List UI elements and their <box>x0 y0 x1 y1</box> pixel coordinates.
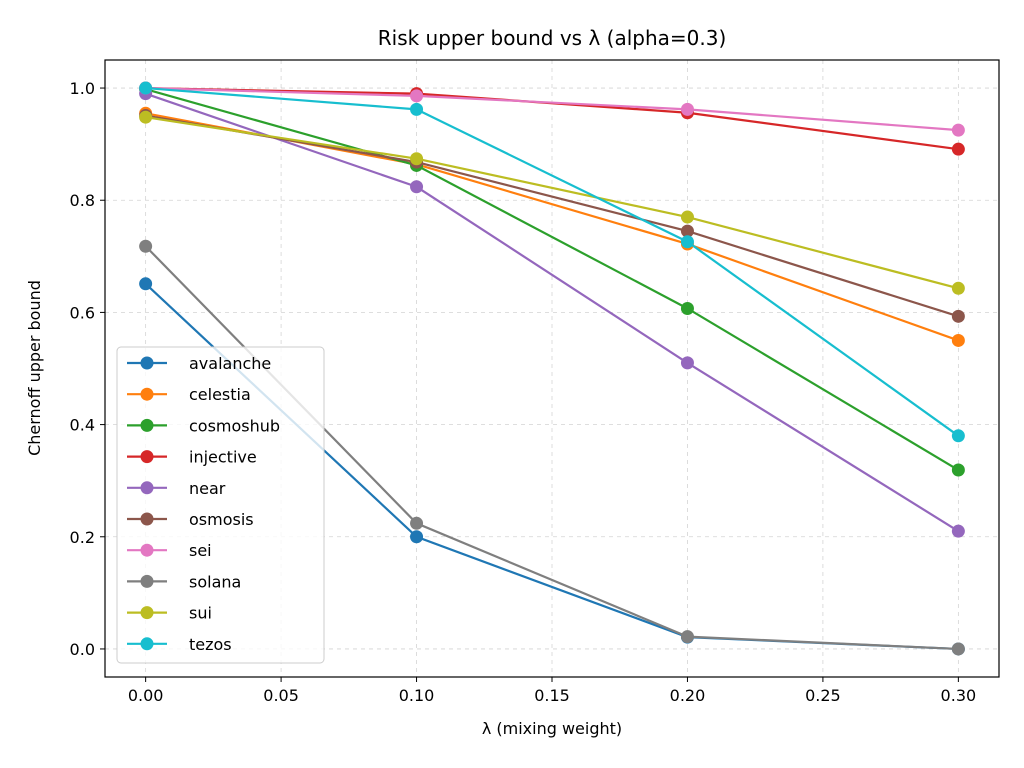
y-tick-label: 0.2 <box>70 528 95 547</box>
data-point <box>680 224 694 238</box>
data-point <box>680 210 694 224</box>
legend-label: tezos <box>189 635 232 654</box>
data-point <box>680 630 694 644</box>
data-point <box>139 110 153 124</box>
legend-marker <box>140 543 154 557</box>
data-point <box>951 309 965 323</box>
data-point <box>951 142 965 156</box>
data-point <box>680 235 694 249</box>
x-tick-label: 0.25 <box>805 686 841 705</box>
legend-item-injective: injective <box>127 448 257 467</box>
chart-title: Risk upper bound vs λ (alpha=0.3) <box>378 26 727 50</box>
legend-marker <box>140 637 154 651</box>
legend-label: solana <box>189 572 241 591</box>
y-axis-label: Chernoff upper bound <box>25 280 44 456</box>
legend-label: injective <box>189 448 257 467</box>
series-line <box>145 86 959 132</box>
legend-label: sui <box>189 604 212 623</box>
series-line <box>145 86 960 437</box>
legend-label: osmosis <box>189 510 254 529</box>
series-line <box>145 112 959 342</box>
legend-marker <box>140 356 154 370</box>
legend-item-celestia: celestia <box>127 385 251 404</box>
legend-item-tezos: tezos <box>127 635 232 654</box>
data-point <box>951 642 965 656</box>
y-tick-label: 0.8 <box>70 191 95 210</box>
x-tick-label: 0.10 <box>399 686 435 705</box>
legend-label: avalanche <box>189 354 271 373</box>
x-tick-label: 0.05 <box>263 686 299 705</box>
legend-box <box>116 346 325 664</box>
series-line <box>145 88 959 471</box>
data-point <box>410 180 424 194</box>
series-sui <box>139 110 965 295</box>
legend-label: celestia <box>189 385 251 404</box>
series-tezos <box>139 81 965 443</box>
legend-label: near <box>189 479 226 498</box>
data-point <box>951 281 965 295</box>
data-point <box>410 152 424 166</box>
data-point <box>139 277 153 291</box>
data-point <box>139 81 153 95</box>
y-axis: 0.0 0.2 0.4 0.6 0.8 1.0 <box>70 79 105 659</box>
legend: avalanche celestia cosmoshub injective near o… <box>116 346 325 664</box>
data-point <box>680 102 694 116</box>
legend-item-osmosis: osmosis <box>127 510 254 529</box>
data-point <box>139 239 153 253</box>
data-point <box>410 516 424 530</box>
legend-marker <box>140 512 154 526</box>
legend-marker <box>140 418 154 432</box>
y-tick-label: 0.0 <box>70 640 95 659</box>
data-point <box>410 102 424 116</box>
x-tick-label: 0.20 <box>670 686 706 705</box>
x-axis-label: λ (mixing weight) <box>482 719 622 738</box>
legend-item-cosmoshub: cosmoshub <box>127 416 280 435</box>
grid <box>105 60 999 677</box>
data-point <box>951 333 965 347</box>
legend-item-sei: sei <box>127 541 212 560</box>
x-axis: 0.00 0.05 0.10 0.15 0.20 0.25 0.30 <box>128 677 976 705</box>
legend-marker <box>140 450 154 464</box>
legend-item-sui: sui <box>127 604 212 623</box>
legend-marker <box>140 387 154 401</box>
y-tick-label: 0.6 <box>70 303 95 322</box>
legend-marker <box>140 574 154 588</box>
x-tick-label: 0.00 <box>128 686 164 705</box>
data-point <box>951 123 965 137</box>
data-point <box>680 356 694 370</box>
legend-item-solana: solana <box>127 572 241 591</box>
data-point <box>951 429 965 443</box>
series-line <box>145 92 959 533</box>
legend-item-near: near <box>127 479 226 498</box>
y-tick-label: 1.0 <box>70 79 95 98</box>
legend-label: sei <box>189 541 212 560</box>
legend-marker <box>140 481 154 495</box>
legend-marker <box>140 606 154 620</box>
data-point <box>680 301 694 315</box>
data-point <box>410 89 424 103</box>
data-point <box>951 524 965 538</box>
series-line <box>145 116 959 290</box>
y-tick-label: 0.4 <box>70 416 95 435</box>
x-tick-label: 0.15 <box>534 686 570 705</box>
x-tick-label: 0.30 <box>941 686 977 705</box>
data-point <box>410 530 424 544</box>
legend-item-avalanche: avalanche <box>127 354 271 373</box>
legend-label: cosmoshub <box>189 416 280 435</box>
data-point <box>951 463 965 477</box>
